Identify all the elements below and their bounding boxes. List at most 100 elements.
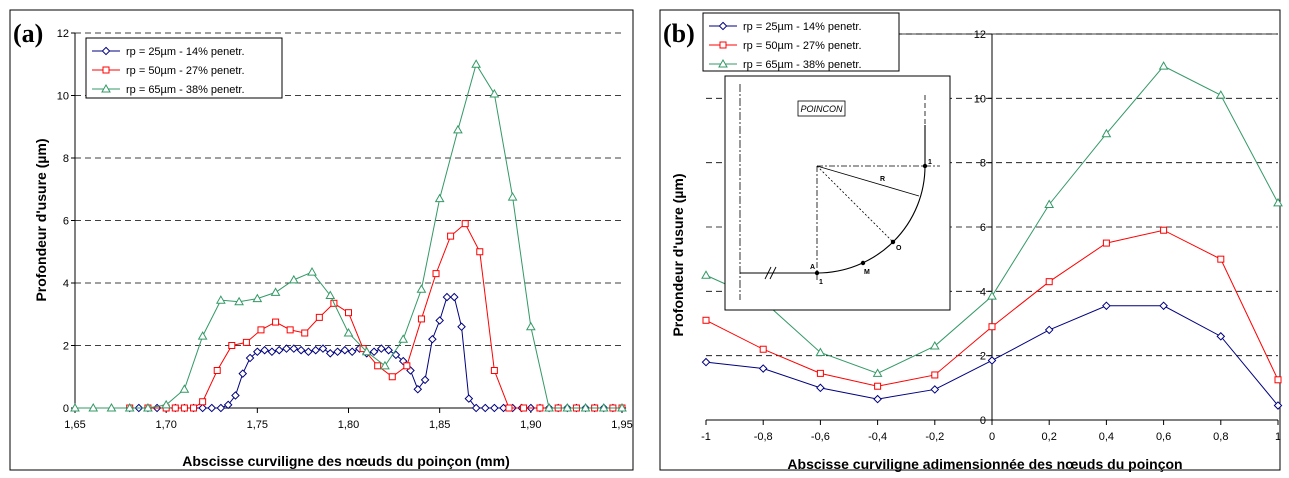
inset-label-m: M	[864, 269, 870, 276]
legend-entry: rp = 25µm - 14% penetr.	[743, 21, 862, 33]
x-tick-label: 0,8	[1213, 431, 1228, 443]
data-point-s2	[213, 367, 221, 374]
data-point-s1	[289, 344, 299, 353]
data-point-s3	[1044, 199, 1055, 208]
data-point-s2	[199, 398, 207, 406]
legend-marker	[719, 41, 727, 49]
legend-entry: rp = 65µm - 38% penetr.	[126, 84, 245, 96]
data-point-s3	[598, 402, 609, 412]
data-point-s2	[242, 338, 250, 346]
data-point-s2	[228, 342, 236, 349]
data-point-s2	[432, 270, 440, 278]
data-point-s1	[435, 316, 444, 325]
x-tick-label: 0,6	[1156, 431, 1171, 443]
data-point-s1	[701, 357, 711, 367]
data-point-s1	[384, 345, 393, 355]
data-point-s1	[274, 345, 284, 355]
inset-label-a: A	[810, 264, 815, 271]
data-point-s2	[374, 362, 382, 370]
data-point-s2	[536, 404, 544, 412]
y-tick-label: 2	[63, 341, 69, 353]
inset-title: POINCON	[800, 104, 843, 114]
x-tick-label: 1	[1275, 431, 1281, 443]
data-point-s3	[70, 402, 80, 412]
legend-entry: rp = 50µm - 27% penetr.	[743, 40, 862, 52]
legend-box	[702, 12, 900, 72]
data-point-s1	[340, 345, 350, 355]
y-tick-label: 10	[974, 93, 986, 105]
data-point-s1	[442, 292, 452, 302]
data-point-s2	[180, 404, 188, 412]
data-point-s2	[476, 248, 484, 256]
inset-label-1b: 1	[819, 279, 823, 286]
data-point-s2	[505, 404, 513, 412]
data-point-s1	[480, 403, 490, 413]
data-point-s3	[562, 402, 573, 412]
data-point-s3	[380, 360, 390, 370]
data-point-s1	[282, 344, 291, 353]
data-point-s2	[759, 345, 767, 353]
data-point-s3	[815, 347, 826, 356]
data-point-s1	[873, 394, 882, 404]
data-point-s2	[315, 313, 323, 321]
data-point-s1	[413, 384, 423, 394]
data-point-s3	[416, 284, 427, 293]
y-tick-label: 0	[980, 415, 986, 427]
data-point-s3	[1273, 197, 1283, 207]
x-tick-label: 1,70	[155, 419, 176, 431]
inset-label-o: O	[896, 245, 902, 252]
panel-b-label: (b)	[663, 19, 695, 48]
y-tick-label: 8	[980, 158, 986, 170]
data-point-s1	[369, 347, 379, 357]
data-point-s1	[449, 292, 459, 302]
x-tick-label: 1,90	[520, 419, 541, 431]
y-tick-label: 6	[980, 222, 986, 234]
inset-point-o	[890, 239, 896, 245]
data-point-s2	[345, 309, 352, 317]
data-point-s3	[489, 88, 500, 98]
x-tick-label: 1,85	[429, 419, 450, 431]
data-point-s2	[272, 318, 280, 326]
data-point-s2	[417, 315, 425, 323]
data-point-s1	[1273, 401, 1283, 410]
data-point-s1	[758, 364, 768, 373]
legend-marker	[718, 58, 728, 68]
data-point-s1	[207, 403, 217, 413]
data-point-s3	[234, 296, 244, 306]
data-point-s3	[434, 193, 445, 203]
inset-point-m	[860, 260, 866, 266]
data-point-s1	[198, 403, 207, 413]
panel-b-xlabel: Abscisse curviligne adimensionnée des nœ…	[787, 456, 1182, 472]
y-tick-label: 2	[980, 351, 986, 363]
data-point-s1	[347, 347, 357, 357]
data-point-s1	[1216, 332, 1226, 341]
data-point-s3	[929, 341, 940, 350]
inset-label-r: R	[880, 176, 885, 183]
data-point-s2	[931, 371, 939, 379]
inset-title-box	[797, 100, 846, 117]
inset-dotted-radius	[816, 165, 894, 243]
data-point-s1	[490, 403, 499, 413]
y-tick-label: 0	[63, 403, 69, 415]
data-point-s3	[617, 402, 627, 412]
data-point-s1	[457, 322, 466, 332]
data-point-s1	[304, 347, 313, 357]
data-point-s3	[197, 331, 208, 340]
y-tick-label: 4	[980, 286, 986, 298]
data-point-s3	[361, 346, 372, 356]
panel-a-plot: 0 2 4 6 8 10 12 1,65 1,70 1,75 1,80 1,85 1,90 1,95 rp …	[57, 28, 633, 431]
data-point-s2	[1045, 278, 1053, 286]
punch-inset-diagram: POINCON R A M O 1 1	[724, 75, 951, 311]
data-point-s1	[238, 369, 248, 378]
data-point-s1	[930, 385, 940, 394]
data-point-s3	[701, 270, 711, 279]
data-point-s1	[333, 347, 342, 357]
legend-box	[85, 37, 283, 99]
data-point-s2	[190, 404, 198, 412]
x-tick-label: -0,6	[811, 431, 830, 443]
data-point-s2	[520, 404, 528, 412]
x-tick-label: 1,95	[611, 419, 632, 431]
y-tick-label: 4	[63, 278, 69, 290]
data-point-s3	[1215, 90, 1226, 99]
data-point-s1	[245, 353, 255, 363]
